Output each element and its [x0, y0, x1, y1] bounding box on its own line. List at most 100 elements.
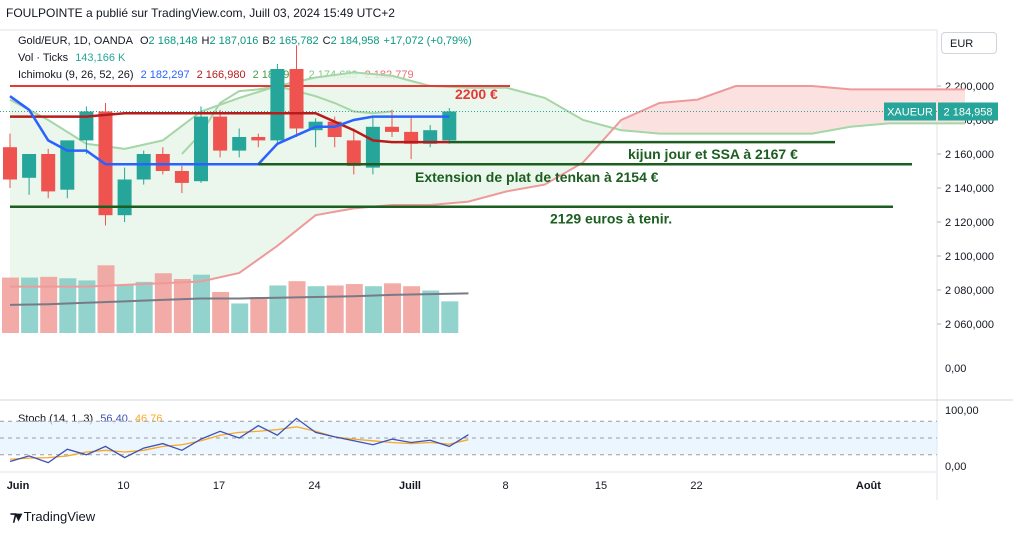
stoch-band-bg	[0, 421, 937, 455]
volume-bar	[288, 281, 306, 333]
volume-bar	[326, 285, 344, 333]
volume-bar	[193, 274, 210, 333]
price-tag-value-bg	[938, 102, 998, 121]
candle-body	[41, 154, 56, 192]
time-tick-label: Août	[856, 480, 881, 492]
volume-bar	[97, 265, 115, 333]
price-tick-label: 2 060,000	[945, 319, 994, 331]
time-tick-label: 15	[595, 480, 607, 492]
volume-bar	[307, 286, 325, 333]
annotation-tenkan-extension: Extension de plat de tenkan à 2154 €	[415, 169, 659, 185]
volume-bar	[269, 285, 287, 333]
ichimoku-label[interactable]: Ichimoku (9, 26, 52, 26)	[18, 69, 134, 81]
candle-body	[270, 69, 285, 141]
time-tick-label: 24	[308, 480, 320, 492]
volume-bar	[384, 283, 401, 333]
candle-body	[251, 137, 266, 141]
candle-body	[155, 154, 170, 171]
candle-body	[442, 111, 457, 141]
time-tick-label: 10	[117, 480, 129, 492]
volume-ma-line	[9, 292, 469, 306]
price-tag-symbol: XAUEUR	[887, 107, 933, 119]
volume-bar	[441, 301, 459, 333]
candle-body	[194, 116, 208, 182]
volume-bar	[116, 284, 134, 333]
tenkan-sen-line	[9, 95, 450, 166]
annotation-kijun: kijun jour et SSA à 2167 €	[628, 146, 798, 162]
stoch-d-line	[9, 426, 469, 460]
candle-body	[60, 140, 75, 190]
price-tick-label: 2 100,000	[945, 251, 994, 263]
volume-bar	[59, 278, 77, 333]
annotation-2129: 2129 euros à tenir.	[550, 211, 672, 227]
currency-button[interactable]: EUR	[941, 32, 997, 54]
candle-body	[117, 179, 132, 216]
candle-body	[136, 154, 151, 180]
kijun-sen-line	[10, 111, 450, 144]
volume-bar	[78, 280, 96, 333]
price-tick-label: 2 120,000	[945, 217, 994, 229]
change-value: +17,072 (+0,79%)	[383, 35, 472, 47]
candle-body	[79, 111, 94, 141]
candle-body	[213, 116, 228, 151]
candle-body	[174, 171, 189, 183]
volume-bar	[345, 284, 363, 333]
volume-bar	[364, 286, 382, 333]
candle-body	[385, 126, 399, 132]
time-tick-label: Juill	[399, 480, 421, 492]
time-tick-label: 22	[690, 480, 702, 492]
tv-logo-icon: ⁊▾	[10, 508, 22, 524]
stoch-k-line	[9, 417, 469, 464]
volume-bar	[135, 281, 153, 333]
price-tick-label: 2 140,000	[945, 183, 994, 195]
close-label: C	[322, 35, 331, 47]
price-tag-symbol-bg	[884, 102, 936, 121]
high-value: 2 187,016	[209, 35, 259, 47]
volume-zero-label: 0,00	[945, 363, 966, 375]
price-tick-label: 2 080,000	[945, 285, 994, 297]
kijun-value: 2 166,980	[196, 69, 246, 81]
close-value: 2 184,958	[330, 35, 380, 47]
candle-body	[289, 69, 304, 129]
tenkan-value: 2 182,297	[140, 69, 190, 81]
volume-bar	[422, 290, 440, 333]
symbol-legend: Gold/EUR, 1D, OANDA O2 168,148 H2 187,016…	[18, 35, 480, 47]
low-value: 2 165,782	[269, 35, 319, 47]
candle-body	[423, 130, 438, 144]
tradingview-logo: ⁊▾ TradingView	[10, 508, 95, 525]
candle-body	[22, 154, 37, 178]
candle-body	[3, 147, 17, 180]
volume-bar	[173, 279, 191, 333]
volume-legend: Vol · Ticks 143,166 K	[18, 52, 129, 64]
candle-body	[346, 140, 361, 166]
volume-bar	[403, 286, 421, 333]
open-value: 2 168,148	[148, 35, 198, 47]
symbol-name[interactable]: Gold/EUR, 1D, OANDA	[18, 35, 133, 47]
volume-value: 143,166 K	[75, 52, 126, 64]
volume-bar	[154, 273, 172, 333]
ohlc-values: O2 168,148 H2 187,016 B2 165,782 C2 184,958…	[140, 35, 476, 47]
volume-bar	[212, 291, 230, 333]
time-tick-label: 17	[213, 480, 225, 492]
kumo-cloud-bearish	[621, 86, 965, 134]
volume-label[interactable]: Vol · Ticks	[18, 52, 69, 64]
annotation-2200: 2200 €	[455, 86, 498, 102]
brand-label: TradingView	[23, 509, 96, 524]
price-tag-value: 2 184,958	[944, 107, 993, 119]
candle-body	[232, 137, 247, 151]
publisher-header: FOULPOINTE a publié sur TradingView.com,…	[6, 6, 395, 20]
low-label: B	[262, 35, 270, 47]
volume-bar	[231, 303, 249, 333]
senkou-span-a-line	[9, 71, 965, 150]
time-tick-label: Juin	[7, 480, 30, 492]
chikou-span-line	[181, 84, 393, 155]
candle-body	[365, 126, 380, 168]
price-tick-label: 2 160,000	[945, 149, 994, 161]
volume-bar	[250, 297, 268, 333]
open-label: O	[139, 35, 149, 47]
time-tick-label: 8	[502, 480, 508, 492]
senkou-span-b-line	[10, 85, 965, 288]
high-label: H	[201, 35, 210, 47]
candle-body	[404, 131, 419, 144]
